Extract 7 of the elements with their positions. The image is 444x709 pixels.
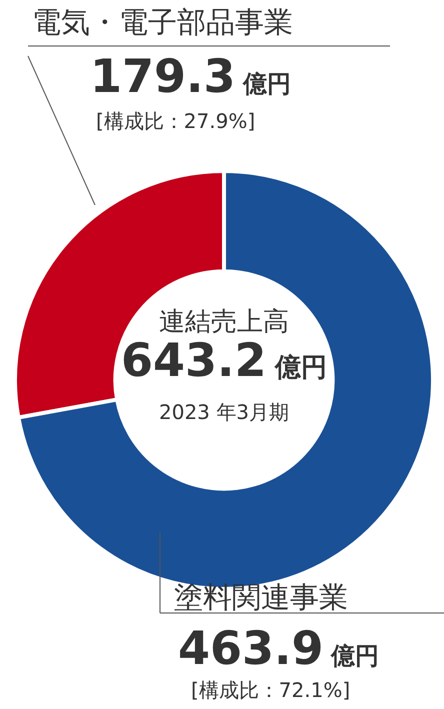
slice-label: 電気・電子部品事業 bbox=[32, 5, 293, 39]
text: [構成比：72.1%] bbox=[191, 678, 350, 702]
data-label: 463.9 億円 bbox=[178, 621, 380, 675]
data-label: 179.3 億円 bbox=[90, 49, 292, 103]
text: 2023 年3月期 bbox=[159, 400, 289, 424]
text: [構成比：27.9%] bbox=[96, 109, 256, 133]
slice-label: 塗料関連事業 bbox=[174, 580, 348, 614]
